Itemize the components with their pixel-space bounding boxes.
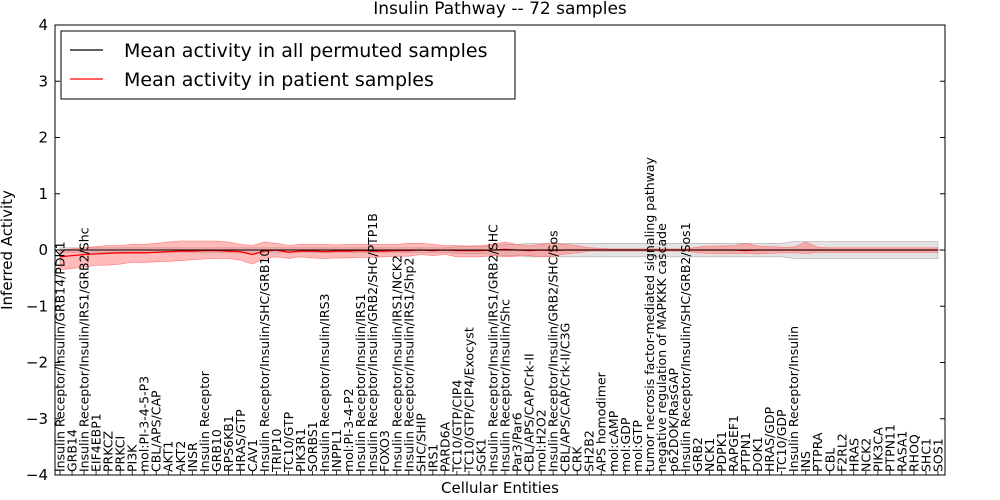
entity-label: tumor necrosis factor-mediated signaling… (642, 156, 657, 472)
legend-label-permuted: Mean activity in all permuted samples (124, 40, 487, 62)
entity-label: mol:GTP (630, 420, 645, 472)
entity-label: GRB10 (209, 429, 224, 472)
y-axis-title: Inferred Activity (0, 190, 16, 310)
entity-label: CBL/APS/CAP/Crk-II (522, 353, 537, 472)
entity-label: NCK2 (858, 438, 873, 472)
entity-label: CRK (570, 446, 585, 472)
y-tick-label: −4 (26, 466, 48, 484)
entity-label: negative regulation of MAPKKK cascade (654, 223, 669, 472)
entity-label: GRB2 (690, 437, 705, 472)
entity-label: Insulin Receptor/Insulin/GRB2/SHC/Sos (546, 230, 561, 472)
entity-label: mol:PI-3-4-P2 (341, 388, 356, 472)
entity-label: SHC/SHIP (413, 413, 428, 472)
entity-label: PIK3R1 (293, 428, 308, 472)
legend-box (60, 30, 516, 100)
entity-label: AKT2 (173, 441, 188, 472)
entity-label: Insulin Receptor/Insulin/GRB2/SHC/PTP1B (365, 213, 380, 472)
entity-label: Insulin Receptor (197, 370, 212, 472)
entity-label: Insulin Receptor/Insulin/IRS1 (353, 294, 368, 472)
entity-label: PDPK1 (714, 431, 729, 472)
entity-label: CBL/APS/CAP (149, 390, 164, 472)
entity-label: HRAS/GTP (233, 409, 248, 472)
x-axis-entity-labels: Insulin Receptor/Insulin/GRB14/PDK1GRB14… (53, 156, 946, 475)
entity-label: Insulin Receptor/Insulin/SHC/GRB10 (257, 249, 272, 472)
entity-label: mol:H2O2 (534, 409, 549, 472)
y-tick-label: 1 (38, 185, 48, 203)
y-tick-label: 2 (38, 129, 48, 147)
entity-label: RHOQ (906, 434, 921, 472)
entity-label: CBL/APS/CAP/Crk-II/C3G (558, 323, 573, 472)
entity-label: Insulin Receptor/Insulin/IRS1/NCK2 (389, 255, 404, 472)
entity-label: TRIP10 (269, 429, 284, 473)
entity-label: TC10/GTP/CIP4 (449, 380, 464, 473)
entity-label: Insulin Receptor/Insulin/IRS1/Shp2 (401, 258, 416, 472)
entity-label: PRKCI (113, 436, 128, 472)
entity-label: TC10/GDP (774, 409, 789, 473)
entity-label: NCK1 (702, 438, 717, 472)
entity-label: Insulin Receptor/Insulin/IRS1/GRB2/SHC (485, 224, 500, 472)
entity-label: RPS6KB1 (221, 415, 236, 472)
entity-label: PTPRA (810, 432, 825, 472)
chart-title: Insulin Pathway -- 72 samples (373, 0, 627, 19)
y-tick-label: −3 (26, 410, 48, 428)
entity-label: Insulin Receptor/Insulin/SHC/GRB2/Sos1 (678, 222, 693, 472)
entity-label: HRAS/GDP (762, 406, 777, 472)
entity-label: SGK1 (473, 438, 488, 472)
entity-label: GRB14 (65, 429, 80, 472)
band-patient (59, 240, 939, 271)
entity-label: TC10/GTP (281, 411, 296, 473)
entity-label: DOK1 (750, 436, 765, 472)
entity-label: RASA1 (894, 431, 909, 472)
x-axis-title: Cellular Entities (441, 479, 559, 497)
entity-label: Insulin Receptor/Insulin/Shc (498, 299, 513, 472)
entity-label: SOS1 (931, 438, 946, 472)
entity-label: p62DOK/RasGAP (666, 367, 681, 472)
y-tick-label: 0 (38, 241, 48, 259)
entity-label: PTPN11 (882, 424, 897, 472)
entity-label: CAV1 (245, 439, 260, 472)
entity-label: mol:cAMP (606, 410, 621, 472)
entity-label: Par3/Par6 (510, 412, 525, 472)
entity-label: IRS1 (425, 444, 440, 472)
entity-label: INPPL1 (329, 429, 344, 472)
y-tick-label: −2 (26, 354, 48, 372)
entity-label: PARD6A (437, 421, 452, 472)
y-tick-label: −1 (26, 297, 48, 315)
entity-label: mol:GDP (618, 417, 633, 472)
entity-label: SH2B2 (582, 430, 597, 472)
entity-label: CBL (822, 448, 837, 472)
entity-label: mol:PI-3-4-5-P3 (137, 376, 152, 472)
entity-label: INS (798, 451, 813, 472)
entity-label: Insulin Receptor/Insulin/GRB14/PDK1 (53, 241, 68, 472)
entity-label: SORBS1 (305, 421, 320, 472)
entity-label: FOXO3 (377, 430, 392, 472)
y-axis: −4 −3 −2 −1 0 1 2 3 4 (26, 16, 945, 484)
entity-label: Insulin Receptor/Insulin/IRS1/GRB2/Shc (77, 227, 92, 472)
entity-label: F2RL2 (834, 433, 849, 472)
entity-label: EIF4EBP1 (89, 413, 104, 472)
entity-label: AKT1 (161, 441, 176, 472)
entity-label: PRKCZ (101, 431, 116, 472)
entity-label: PI3K (125, 444, 140, 472)
entity-label: INSR (185, 442, 200, 472)
series-lines (59, 248, 938, 258)
legend-label-patient: Mean activity in patient samples (124, 69, 434, 91)
entity-label: HRAS (846, 438, 861, 472)
entity-label: PIK3CA (870, 427, 885, 472)
entity-label: RAPGEF1 (726, 415, 741, 472)
entity-label: Insulin Receptor/Insulin (786, 326, 801, 472)
entity-label: PTPN1 (738, 432, 753, 472)
entity-label: SHC1 (918, 438, 933, 472)
entity-label: Insulin Receptor/Insulin/IRS3 (317, 294, 332, 472)
legend: Mean activity in all permuted samples Me… (60, 30, 516, 100)
entity-label: APS homodimer (594, 371, 609, 472)
entity-label: TC10/GTP/CIP4/Exocyst (461, 327, 476, 473)
y-tick-label: 4 (38, 16, 48, 34)
y-tick-label: 3 (38, 72, 48, 90)
